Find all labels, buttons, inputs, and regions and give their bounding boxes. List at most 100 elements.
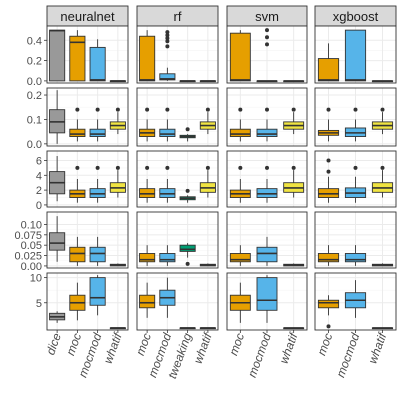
box-svm-mocmod-row2 bbox=[256, 107, 278, 142]
box-rf-tweaking-row2 bbox=[179, 127, 196, 142]
panel-xgboost-row1 bbox=[314, 25, 397, 84]
outlier-point bbox=[353, 107, 358, 112]
box-body bbox=[159, 253, 176, 263]
panel-rf-row4 bbox=[136, 211, 219, 269]
y-tick-label-row2: 0.1 bbox=[27, 114, 42, 126]
box-xgboost-mocmod-row3 bbox=[344, 165, 367, 203]
box-body bbox=[344, 29, 367, 82]
panel-border bbox=[226, 150, 308, 208]
box-rf-mocmod-row5 bbox=[159, 277, 176, 318]
outlier-point bbox=[165, 36, 170, 41]
panel-neuralnet-row1 bbox=[46, 25, 129, 84]
box-rf-mocmod-row4 bbox=[159, 245, 176, 266]
box-body bbox=[49, 29, 66, 82]
box-body bbox=[229, 32, 251, 82]
panel-border bbox=[136, 87, 219, 147]
y-tick-label-row4: 0.025 bbox=[14, 251, 42, 263]
box-xgboost-moc-row2 bbox=[317, 107, 340, 142]
outlier-point bbox=[145, 165, 150, 170]
box-neuralnet-moc-row3 bbox=[69, 165, 86, 203]
box-body bbox=[89, 277, 106, 306]
panel-neuralnet-row3 bbox=[46, 150, 129, 208]
box-body bbox=[256, 246, 278, 263]
box-svm-whatif-row4 bbox=[283, 263, 305, 267]
box-rf-tweaking-row5 bbox=[179, 327, 196, 330]
y-tick-label-row1: 0.4 bbox=[27, 35, 42, 47]
box-rf-tweaking-row1 bbox=[179, 80, 196, 83]
panel-border bbox=[46, 25, 129, 84]
panel-border bbox=[226, 25, 308, 84]
panel-background bbox=[47, 273, 128, 330]
box-body bbox=[69, 35, 86, 82]
y-tick-label-row3: 0 bbox=[36, 200, 42, 212]
box-body bbox=[159, 128, 176, 137]
box-neuralnet-dice-row4 bbox=[49, 216, 66, 262]
outlier-point bbox=[326, 324, 331, 329]
box-xgboost-whatif-row5 bbox=[371, 327, 394, 330]
y-tick-label-row4: 0.00 bbox=[21, 261, 42, 273]
panel-svm-row4 bbox=[226, 211, 308, 269]
outlier-point bbox=[165, 165, 170, 170]
panel-xgboost-row2 bbox=[314, 87, 397, 147]
facet-label-xgboost: xgboost bbox=[333, 9, 379, 24]
outlier-point bbox=[75, 107, 80, 112]
box-xgboost-whatif-row2 bbox=[371, 107, 394, 135]
panel-border bbox=[46, 272, 129, 331]
panel-svm-row2 bbox=[226, 87, 308, 147]
box-neuralnet-whatif-row5 bbox=[109, 327, 126, 330]
box-svm-mocmod-row3 bbox=[256, 165, 278, 203]
panel-border bbox=[226, 87, 308, 147]
box-svm-whatif-row1 bbox=[283, 80, 305, 83]
panel-border bbox=[314, 87, 397, 147]
y-tick-label-row4: 0.05 bbox=[21, 240, 42, 252]
y-tick-label-row3: 6 bbox=[36, 155, 42, 167]
box-xgboost-moc-row4 bbox=[317, 245, 340, 266]
panel-neuralnet-row4 bbox=[46, 211, 129, 269]
outlier-point bbox=[145, 107, 150, 112]
outlier-point bbox=[115, 107, 120, 112]
box-xgboost-moc-row1 bbox=[317, 43, 340, 82]
box-svm-moc-row5 bbox=[229, 282, 251, 323]
box-svm-whatif-row3 bbox=[283, 165, 305, 198]
box-rf-whatif-row4 bbox=[199, 263, 216, 267]
outlier-point bbox=[265, 165, 269, 170]
panel-xgboost-row4 bbox=[314, 211, 397, 269]
box-svm-moc-row2 bbox=[229, 107, 251, 142]
box-rf-whatif-row3 bbox=[199, 165, 216, 198]
box-svm-mocmod-row5 bbox=[256, 275, 278, 323]
box-neuralnet-whatif-row4 bbox=[109, 263, 126, 267]
outlier-point bbox=[326, 169, 331, 174]
outlier-point bbox=[380, 107, 385, 112]
facet-label-rf: rf bbox=[174, 9, 182, 24]
box-xgboost-moc-row5 bbox=[317, 295, 340, 329]
y-tick-label-row5: 5 bbox=[36, 298, 42, 310]
panel-border bbox=[314, 150, 397, 208]
box-body bbox=[179, 244, 196, 252]
panel-background bbox=[137, 151, 218, 207]
outlier-point bbox=[205, 107, 210, 112]
outlier-point bbox=[326, 107, 331, 112]
outlier-point bbox=[291, 107, 296, 112]
outlier-point bbox=[185, 261, 190, 266]
box-neuralnet-mocmod-row4 bbox=[89, 236, 106, 266]
box-neuralnet-mocmod-row2 bbox=[89, 107, 106, 142]
outlier-point bbox=[95, 165, 100, 170]
outlier-point bbox=[75, 165, 80, 170]
y-tick-label-row1: 0.0 bbox=[27, 76, 42, 88]
box-rf-whatif-row1 bbox=[199, 80, 216, 83]
box-rf-mocmod-row2 bbox=[159, 107, 176, 142]
outlier-point bbox=[165, 44, 170, 49]
panel-border bbox=[46, 211, 129, 269]
box-xgboost-mocmod-row5 bbox=[344, 280, 367, 318]
panel-rf-row3 bbox=[136, 150, 219, 208]
box-body bbox=[256, 128, 278, 137]
box-neuralnet-dice-row5 bbox=[49, 311, 66, 323]
box-body bbox=[229, 128, 251, 137]
panel-neuralnet-row2 bbox=[46, 87, 129, 147]
box-rf-tweaking-row3 bbox=[179, 188, 196, 203]
panel-svm-row5 bbox=[226, 272, 308, 331]
y-axes: 0.0 0.2 0.4 0.0 0.1 0.2 0 2 4 6 0.000.0250.050.075… bbox=[14, 35, 47, 310]
box-rf-tweaking-row4 bbox=[179, 243, 196, 266]
panel-border bbox=[226, 211, 308, 269]
